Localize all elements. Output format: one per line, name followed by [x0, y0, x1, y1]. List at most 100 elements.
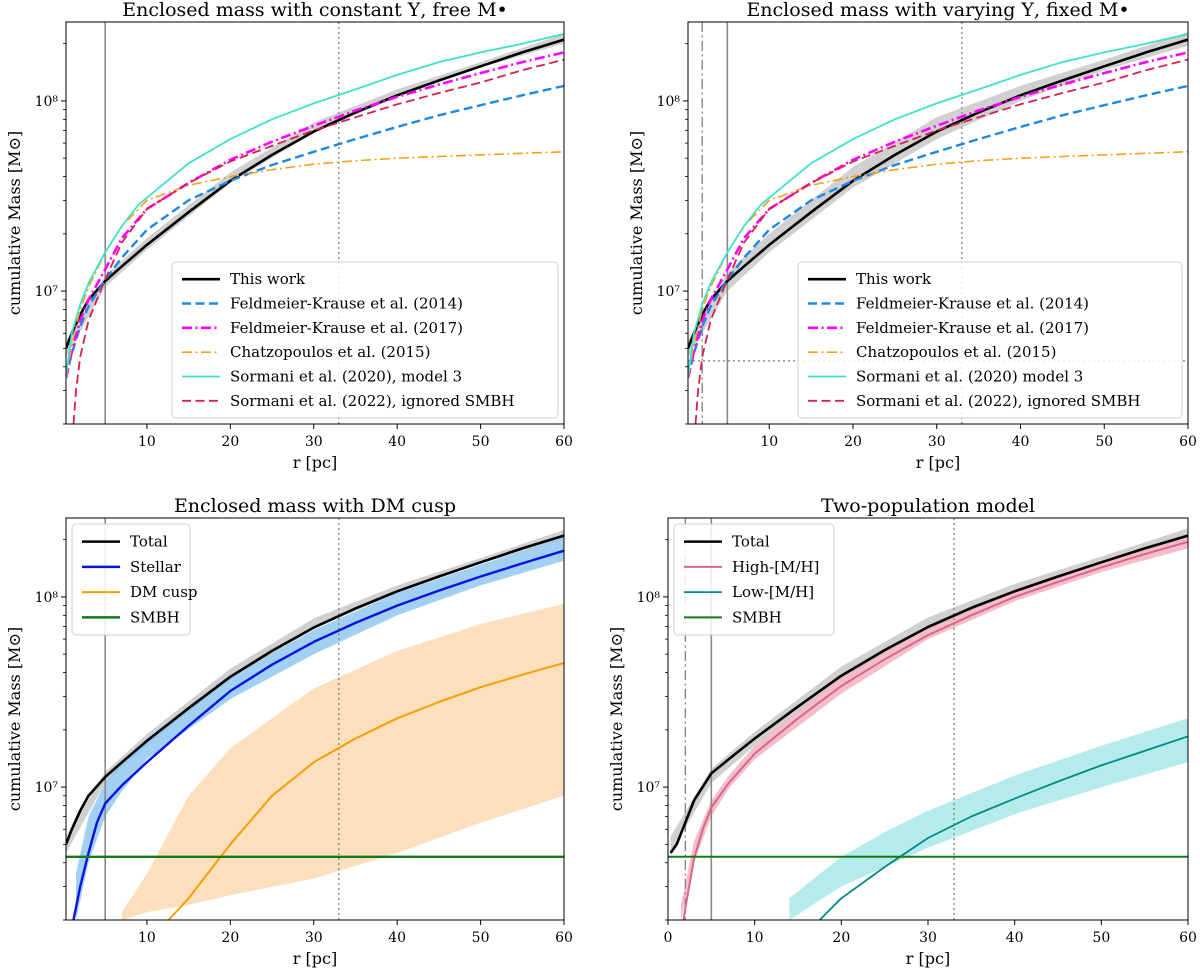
legend-label: Sormani et al. (2020) model 3	[856, 368, 1083, 386]
series-line-sormani-et-al-2022-ignored-smbh	[694, 58, 1188, 424]
x-tick-label: 30	[305, 434, 323, 450]
x-axis-label: r [pc]	[906, 949, 950, 968]
chart-panel-4: 0 10 20 30 40 50 60 10⁷ 10⁸ Two-population model r…	[607, 495, 1197, 968]
series-line-high-m-h	[682, 540, 1188, 920]
y-tick-label: 10⁷	[35, 284, 59, 300]
x-tick-label: 60	[1179, 930, 1197, 946]
y-tick-label: 10⁸	[35, 94, 59, 110]
series-line-stellar	[72, 549, 564, 920]
x-axis-label: r [pc]	[916, 453, 960, 472]
series-line-total	[66, 534, 564, 845]
x-tick-label: 30	[919, 930, 937, 946]
chart-title: Two-population model	[821, 495, 1035, 517]
legend-label: Sormani et al. (2022), ignored SMBH	[230, 392, 514, 410]
series-line-sormani-et-al-2022-ignored-smbh	[72, 58, 564, 424]
x-tick-label: 50	[1095, 434, 1113, 450]
series-line-dm-cusp	[167, 661, 564, 920]
x-tick-label: 30	[928, 434, 946, 450]
series-line-feldmeier-krause-et-al-2014	[66, 84, 564, 379]
legend-label: Stellar	[130, 558, 182, 576]
x-tick-label: 50	[1092, 930, 1110, 946]
x-tick-label: 20	[221, 434, 239, 450]
legend-label: Chatzopoulos et al. (2015)	[856, 343, 1056, 361]
x-tick-label: 20	[844, 434, 862, 450]
series-line-this-work	[66, 38, 564, 349]
legend-box	[171, 261, 559, 419]
legend: This work Feldmeier-Krause et al. (2014) F…	[171, 261, 559, 419]
legend-label: Total	[130, 533, 168, 551]
chart-title: Enclosed mass with DM cusp	[174, 495, 456, 517]
chart-title: Enclosed mass with varying Υ, fixed M•	[746, 0, 1129, 21]
x-axis-label: r [pc]	[293, 949, 337, 968]
band-dm-cusp-spread	[121, 603, 564, 920]
x-tick-label: 40	[1012, 434, 1030, 450]
series-line-sormani-et-al-2020-model-3	[66, 33, 564, 376]
y-axis-label: cumulative Mass [M⊙]	[627, 131, 646, 315]
legend: This work Feldmeier-Krause et al. (2014) F…	[797, 261, 1183, 419]
legend-label: Sormani et al. (2022), ignored SMBH	[856, 392, 1140, 410]
series-line-chatzopoulos-et-al-2015	[66, 151, 564, 378]
legend-box	[71, 523, 191, 636]
legend-box	[797, 261, 1183, 419]
x-tick-label: 20	[221, 930, 239, 946]
y-tick-label: 10⁸	[637, 590, 661, 606]
legend-label: Feldmeier-Krause et al. (2014)	[856, 295, 1089, 313]
x-tick-label: 60	[555, 434, 573, 450]
plot-area	[688, 22, 1188, 424]
series-line-total	[669, 534, 1188, 854]
x-tick-label: 50	[472, 434, 490, 450]
axes-frame	[65, 517, 565, 921]
chart-panel-2: 10 20 30 40 50 60 10⁷ 10⁸ Enclosed mass with var…	[627, 0, 1197, 472]
y-tick-label: 10⁷	[637, 780, 661, 796]
x-tick-label: 10	[760, 434, 778, 450]
legend: Total Stellar DM cusp SMBH	[71, 523, 198, 636]
chart-panel-1: 10 20 30 40 50 60 10⁷ 10⁸ Enclosed mass with con…	[5, 0, 573, 472]
x-tick-label: 60	[1179, 434, 1197, 450]
legend-label: This work	[230, 270, 306, 288]
x-tick-label: 10	[138, 930, 156, 946]
legend-label: Sormani et al. (2020), model 3	[230, 368, 462, 386]
series-line-sormani-et-al-2020-model-3	[688, 33, 1188, 376]
axes-frame	[687, 21, 1189, 425]
legend-label: SMBH	[130, 608, 180, 626]
y-axis-label: cumulative Mass [M⊙]	[607, 627, 626, 811]
plot-area	[66, 22, 564, 424]
y-tick-label: 10⁸	[657, 94, 681, 110]
series-line-low-m-h	[819, 735, 1188, 920]
x-tick-label: 40	[388, 930, 406, 946]
axes-frame	[65, 21, 565, 425]
legend-label: High-[M/H]	[732, 558, 819, 576]
chart-panel-3: 10 20 30 40 50 60 10⁷ 10⁸ Enclosed mass with DM …	[5, 495, 573, 968]
legend-label: Feldmeier-Krause et al. (2017)	[230, 319, 463, 337]
x-tick-label: 10	[746, 930, 764, 946]
x-tick-label: 40	[1006, 930, 1024, 946]
chart-title: Enclosed mass with constant Υ, free M•	[122, 0, 507, 21]
series-line-chatzopoulos-et-al-2015	[688, 151, 1188, 378]
series-line-this-work	[688, 38, 1188, 349]
x-tick-label: 50	[472, 930, 490, 946]
x-tick-label: 0	[664, 930, 673, 946]
series-line-feldmeier-krause-et-al-2017	[688, 51, 1188, 379]
x-tick-label: 40	[388, 434, 406, 450]
x-tick-label: 20	[832, 930, 850, 946]
band-stellar-spread	[76, 537, 564, 920]
legend-label: SMBH	[732, 608, 782, 626]
y-axis-label: cumulative Mass [M⊙]	[5, 627, 24, 811]
x-tick-label: 60	[555, 930, 573, 946]
series-line-feldmeier-krause-et-al-2014	[688, 84, 1188, 379]
legend-label: Feldmeier-Krause et al. (2014)	[230, 295, 463, 313]
x-tick-label: 30	[305, 930, 323, 946]
y-tick-label: 10⁷	[657, 284, 681, 300]
legend-label: Low-[M/H]	[732, 583, 814, 601]
y-tick-label: 10⁷	[35, 780, 59, 796]
band-low-m-h-spread	[789, 718, 1188, 920]
series-line-feldmeier-krause-et-al-2017	[66, 51, 564, 379]
legend-label: Feldmeier-Krause et al. (2017)	[856, 319, 1089, 337]
x-axis-label: r [pc]	[293, 453, 337, 472]
x-tick-label: 10	[138, 434, 156, 450]
legend-label: This work	[856, 270, 932, 288]
legend-label: DM cusp	[130, 583, 198, 601]
legend-box	[673, 523, 835, 636]
band-high-m-h-spread	[681, 533, 1188, 920]
